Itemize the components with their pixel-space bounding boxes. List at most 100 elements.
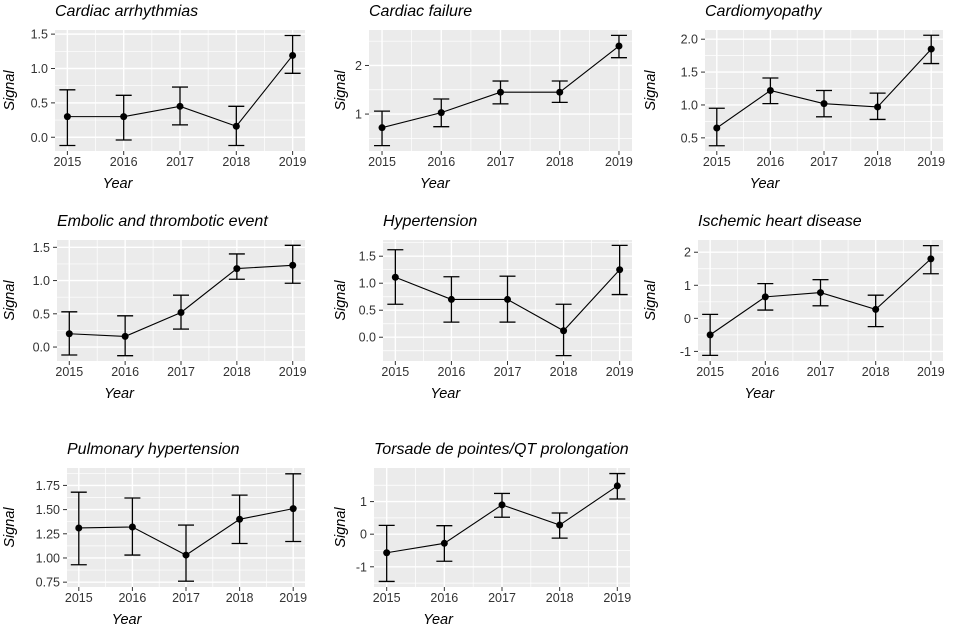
chart-title: Cardiomyopathy <box>705 3 823 20</box>
panel-hypertension: 2015 2016 2017 2018 2019 0.0 0.5 1.0 1.5 Hyperten… <box>331 210 641 420</box>
y-tick-label: 0 <box>684 312 691 326</box>
data-point <box>437 109 445 117</box>
x-tick-label: 2016 <box>118 591 146 605</box>
x-tick-label: 2017 <box>172 591 200 605</box>
axis-tick-marks <box>365 64 620 155</box>
y-tick-label: 1.0 <box>33 274 50 288</box>
data-point <box>504 295 511 303</box>
data-point <box>872 305 880 313</box>
axis-tick-marks <box>379 255 621 365</box>
y-axis-label: Signal <box>333 70 349 111</box>
data-point <box>65 330 73 338</box>
x-tick-label: 2017 <box>494 365 522 379</box>
x-tick-label: 2019 <box>606 365 634 379</box>
y-tick-label: 1 <box>360 495 367 509</box>
data-point <box>613 482 621 490</box>
x-tick-label: 2016 <box>751 365 779 379</box>
data-point <box>289 51 297 59</box>
data-point <box>128 523 136 531</box>
y-axis-label: Signal <box>2 280 18 321</box>
data-point <box>927 255 935 263</box>
y-axis-label: Signal <box>333 507 349 548</box>
y-tick-label: 0.5 <box>33 307 50 321</box>
data-point <box>63 113 71 121</box>
x-tick-label: 2018 <box>864 155 892 169</box>
chart-torsade-qt-prolongation: 2015 2016 2017 2018 2019 -1 0 1 Torsade de point… <box>333 441 631 628</box>
x-tick-label: 2015 <box>381 365 409 379</box>
panel-ischemic-heart-disease: 2015 2016 2017 2018 2019 -1 0 1 2 Ischemic heart … <box>641 210 957 420</box>
chart-cardiac-arrhythmias: 2015 2016 2017 2018 2019 0.0 0.5 1.0 1.5 Cardiac … <box>2 3 307 192</box>
y-tick-label: 0.5 <box>31 96 48 110</box>
data-point <box>383 549 391 557</box>
data-point <box>874 103 882 111</box>
y-tick-label: 1.50 <box>36 503 60 517</box>
y-tick-label: 1.5 <box>31 28 48 42</box>
y-tick-label: 1.00 <box>36 551 60 565</box>
data-point <box>713 124 721 132</box>
x-tick-label: 2018 <box>222 155 250 169</box>
chart-title: Cardiac arrhythmias <box>55 3 198 20</box>
y-tick-label: -1 <box>680 345 691 359</box>
x-axis-label: Year <box>112 612 143 628</box>
data-point <box>766 87 774 94</box>
data-point <box>121 332 129 340</box>
chart-hypertension: 2015 2016 2017 2018 2019 0.0 0.5 1.0 1.5 Hyperten… <box>333 213 634 402</box>
data-point <box>927 45 935 53</box>
axis-tick-marks <box>694 251 932 365</box>
y-tick-label: 1 <box>355 108 362 122</box>
y-tick-label: 1 <box>684 279 691 293</box>
panel-cardiac-failure: 2015 2016 2017 2018 2019 1 2 Cardiac failure Sig… <box>331 0 641 210</box>
panel-embolic-thrombotic-events: 2015 2016 2017 2018 2019 0.0 0.5 1.0 1.5 Embolic … <box>0 210 331 420</box>
x-tick-label: 2018 <box>546 591 574 605</box>
y-tick-label: 1.0 <box>31 62 48 76</box>
x-axis-label: Year <box>423 612 454 628</box>
x-tick-label: 2017 <box>807 365 835 379</box>
data-point <box>176 102 184 110</box>
data-points <box>706 255 935 339</box>
x-tick-label: 2017 <box>488 591 516 605</box>
x-tick-label: 2018 <box>550 365 578 379</box>
data-point <box>378 124 386 132</box>
y-tick-label: -1 <box>356 560 367 574</box>
chart-title: Embolic and thrombotic event <box>57 213 268 230</box>
y-axis-label: Signal <box>643 70 659 111</box>
data-point <box>556 88 564 96</box>
axis-tick-marks <box>53 246 294 365</box>
data-points <box>65 261 297 340</box>
data-point <box>391 273 399 281</box>
y-tick-label: 1.5 <box>681 66 698 80</box>
y-tick-label: 0.0 <box>31 131 48 145</box>
x-tick-label: 2016 <box>756 155 784 169</box>
y-tick-label: 1.0 <box>359 277 376 291</box>
x-axis-label: Year <box>750 176 781 192</box>
x-axis-label: Year <box>420 176 451 192</box>
x-axis-label: Year <box>430 386 461 402</box>
data-point <box>820 100 828 108</box>
x-tick-label: 2017 <box>810 155 838 169</box>
y-axis-label: Signal <box>643 280 659 321</box>
data-point <box>706 331 714 339</box>
x-tick-label: 2018 <box>223 365 251 379</box>
data-point <box>236 515 244 523</box>
x-tick-label: 2015 <box>53 155 81 169</box>
chart-cardiomyopathy: 2015 2016 2017 2018 2019 0.5 1.0 1.5 2.0 Cardiomy… <box>643 3 945 192</box>
data-point <box>497 88 504 96</box>
y-tick-label: 0.0 <box>33 341 50 355</box>
data-points <box>378 42 623 132</box>
x-tick-label: 2016 <box>427 155 455 169</box>
x-tick-label: 2016 <box>438 365 466 379</box>
data-point <box>556 521 564 529</box>
x-tick-label: 2019 <box>279 155 307 169</box>
y-tick-label: 0 <box>360 528 367 542</box>
y-tick-label: 0.5 <box>359 304 376 318</box>
x-tick-label: 2016 <box>111 365 139 379</box>
data-point <box>75 524 83 532</box>
data-point <box>289 505 297 513</box>
y-tick-label: 1.5 <box>33 241 50 255</box>
y-axis-label: Signal <box>2 507 18 548</box>
y-tick-label: 0.0 <box>359 331 376 345</box>
data-point <box>182 551 190 559</box>
panel-cardiac-arrhythmias: 2015 2016 2017 2018 2019 0.0 0.5 1.0 1.5 Cardiac … <box>0 0 331 210</box>
x-tick-label: 2015 <box>368 155 396 169</box>
